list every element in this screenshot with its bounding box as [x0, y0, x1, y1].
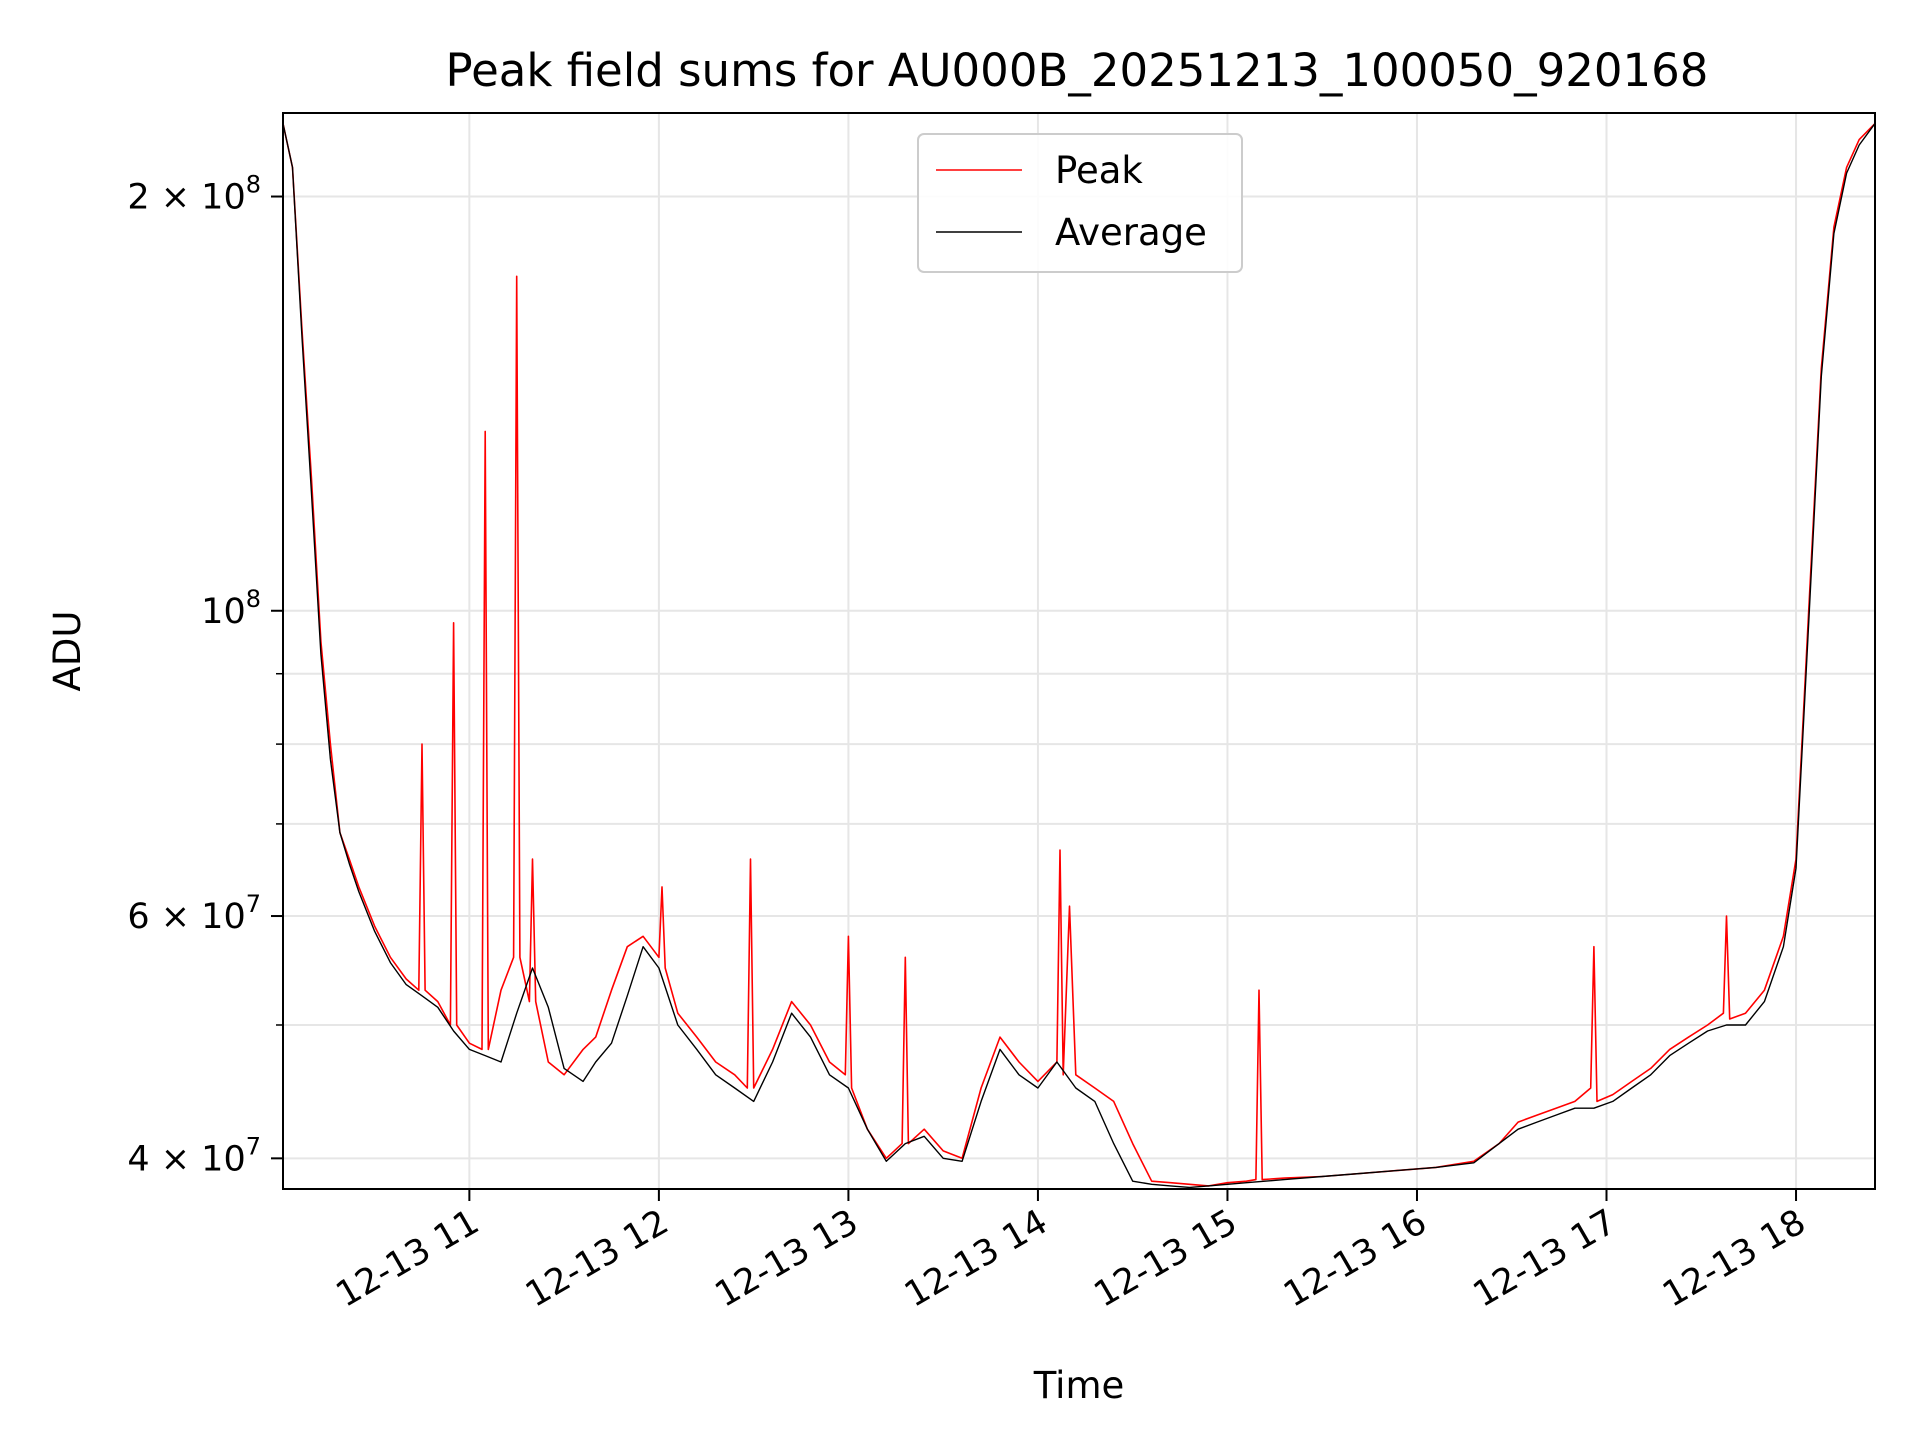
y-tick-label: 2 × 108: [127, 171, 261, 218]
y-axis-ticks: 4 × 107 6 × 107 108 2 × 108: [127, 171, 283, 1179]
y-axis-label: ADU: [46, 611, 89, 692]
plot-series: [282, 122, 1876, 1189]
series-line-peak: [282, 122, 1876, 1187]
y-tick-label: 4 × 107: [127, 1132, 261, 1179]
x-axis-label: Time: [1033, 1364, 1125, 1407]
legend: Peak Average: [917, 133, 1243, 273]
legend-box: [917, 133, 1243, 273]
grid: [283, 113, 1875, 1189]
y-tick-label: 108: [201, 585, 261, 632]
chart-title: Peak field sums for AU000B_20251213_1000…: [446, 44, 1709, 97]
plot-frame: [282, 112, 1876, 1190]
legend-label-average: Average: [1055, 211, 1207, 254]
legend-label-peak: Peak: [1055, 149, 1143, 192]
series-line-average: [282, 123, 1876, 1189]
y-tick-label: 6 × 107: [127, 890, 261, 937]
